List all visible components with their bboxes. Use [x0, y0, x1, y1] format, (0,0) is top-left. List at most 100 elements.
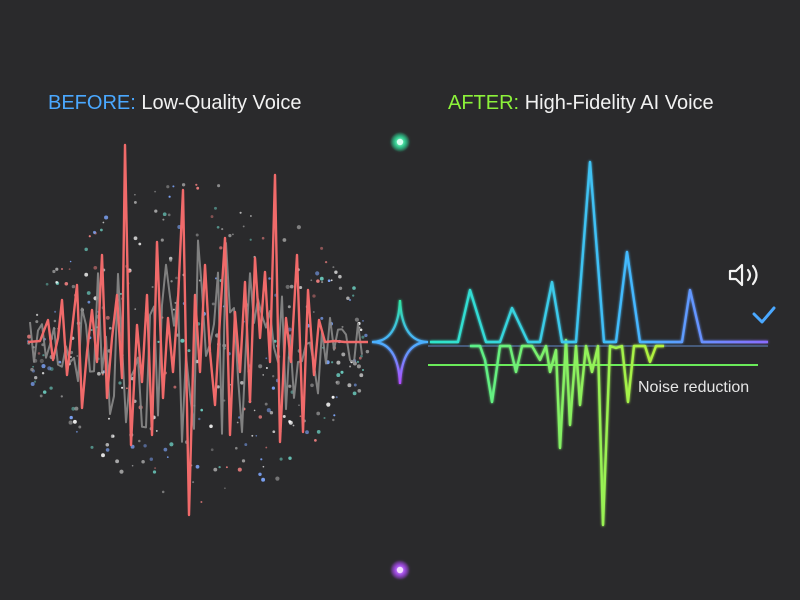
noise-particle: [288, 456, 292, 460]
noise-particle: [168, 195, 171, 198]
noise-particle: [242, 225, 245, 228]
noise-particle: [86, 291, 91, 295]
noise-particle: [27, 334, 32, 339]
noise-particle: [312, 311, 315, 313]
noise-particle: [119, 469, 124, 474]
noise-particle: [53, 319, 57, 323]
noise-particle: [104, 215, 109, 220]
noise-particle: [45, 282, 49, 286]
noise-particle: [105, 315, 110, 320]
noise-particle: [161, 490, 165, 494]
noise-particle: [364, 333, 368, 338]
noise-particle: [90, 445, 94, 449]
noise-particle: [108, 326, 112, 330]
noise-particle: [349, 365, 352, 368]
noise-particle: [210, 448, 214, 452]
noise-particle: [310, 383, 314, 388]
noise-particle: [289, 284, 294, 289]
noise-particle: [299, 285, 303, 290]
noise-particle: [265, 357, 268, 360]
noise-particle: [255, 435, 258, 437]
noise-particle: [225, 466, 228, 469]
noise-particle: [162, 218, 165, 221]
noise-particle: [260, 458, 263, 461]
noise-particle: [187, 349, 191, 353]
noise-particle: [138, 439, 141, 443]
noise-particle: [210, 215, 214, 219]
noise-particle: [258, 472, 262, 477]
noise-particle: [360, 354, 363, 358]
speaker-icon[interactable]: [728, 263, 758, 287]
noise-particle: [332, 418, 335, 422]
noise-particle: [305, 430, 309, 435]
noise-particle: [58, 360, 62, 364]
noise-particle: [258, 364, 263, 369]
noise-particle: [253, 409, 256, 412]
noise-particle: [76, 355, 79, 357]
noise-particle: [314, 439, 317, 442]
noise-particle: [249, 238, 252, 241]
noise-particle: [154, 190, 157, 193]
noise-particle: [258, 415, 263, 419]
noise-particle: [200, 501, 203, 503]
noise-particle: [74, 406, 79, 411]
noise-particle: [240, 380, 244, 385]
noise-particle: [71, 284, 76, 289]
noise-particle: [143, 444, 147, 448]
noise-particle: [359, 373, 364, 378]
noise-particle: [316, 279, 320, 283]
noise-particle: [30, 382, 35, 386]
noise-particle: [172, 185, 175, 188]
noise-particle: [261, 477, 266, 482]
noise-particle: [271, 386, 276, 390]
noise-particle: [279, 457, 283, 461]
noise-particle: [217, 184, 221, 188]
noise-particle: [321, 281, 324, 284]
noise-particle: [105, 448, 110, 452]
noise-particle: [361, 335, 365, 339]
noise-particle: [362, 369, 364, 371]
noise-particle: [296, 225, 301, 230]
noise-particle: [68, 420, 73, 425]
noise-particle: [341, 325, 344, 328]
noise-particle: [232, 233, 234, 236]
noise-particle: [299, 415, 302, 418]
noise-particle: [47, 366, 52, 371]
noise-particle: [75, 430, 78, 433]
noise-particle: [287, 305, 291, 309]
noise-particle: [362, 320, 364, 322]
noise-particle: [209, 424, 213, 429]
noise-particle: [340, 370, 344, 374]
noise-particle: [88, 235, 91, 238]
noise-particle: [324, 260, 328, 264]
noise-particle: [332, 266, 335, 269]
noise-particle: [141, 459, 145, 464]
noise-particle: [223, 399, 226, 402]
noise-particle: [228, 233, 232, 238]
noise-particle: [101, 373, 104, 376]
low-quality-waveform: [27, 143, 368, 517]
noise-particle: [336, 373, 341, 378]
noise-particle: [323, 416, 326, 420]
after-text: High-Fidelity AI Voice: [524, 92, 714, 114]
noise-particle: [316, 430, 321, 434]
noise-particle: [320, 246, 324, 250]
noise-particle: [151, 285, 154, 289]
noise-particle: [134, 308, 137, 310]
noise-particle: [216, 385, 220, 389]
noise-particle: [330, 279, 333, 282]
noise-particle: [235, 446, 238, 450]
noise-particle: [327, 279, 331, 283]
noise-particle: [237, 467, 242, 472]
noise-particle: [93, 265, 98, 270]
noise-particle: [285, 284, 290, 289]
noise-particle: [195, 183, 198, 186]
noise-particle: [348, 298, 352, 302]
noise-particle: [338, 286, 343, 290]
noise-particle: [198, 417, 201, 421]
noise-particle: [35, 313, 39, 317]
noise-particle: [41, 364, 46, 369]
after-title: AFTER: High-Fidelity AI Voice: [448, 92, 714, 115]
noise-particle: [353, 383, 357, 387]
noise-particle: [68, 268, 71, 270]
